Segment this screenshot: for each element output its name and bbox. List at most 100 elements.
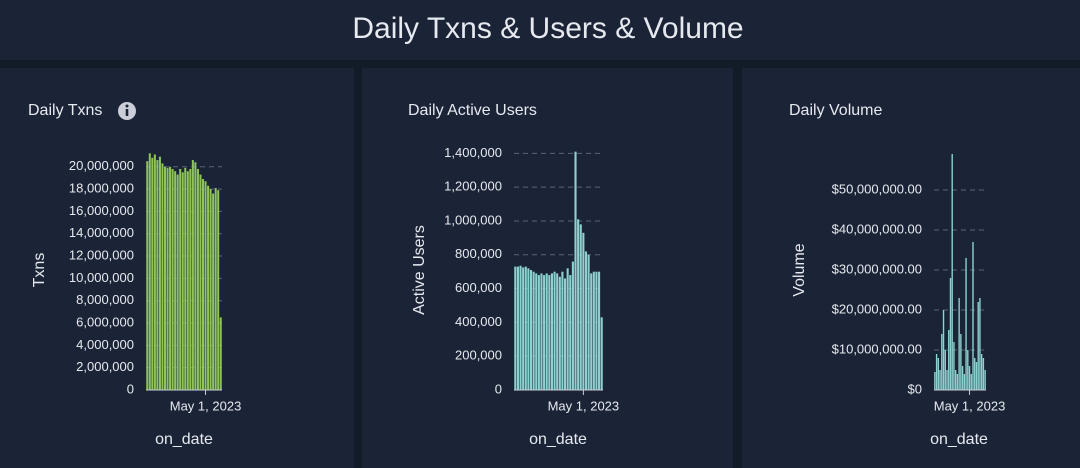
bar — [561, 271, 564, 390]
bar — [212, 193, 215, 390]
x-tick-label: May 1, 2023 — [934, 398, 1006, 413]
bar — [956, 374, 959, 390]
panel — [742, 68, 1080, 468]
bar — [545, 273, 548, 390]
y-tick-label: $30,000,000.00 — [832, 261, 922, 276]
y-tick-label: 4,000,000 — [76, 337, 134, 352]
bar — [939, 370, 941, 390]
bar — [219, 317, 222, 390]
bar — [163, 166, 167, 390]
bar — [975, 362, 978, 390]
bar — [529, 270, 533, 390]
panel-title: Daily Txns — [28, 102, 102, 119]
bar — [953, 342, 955, 390]
bar — [974, 358, 976, 390]
bar — [961, 366, 964, 390]
y-tick-label: 400,000 — [455, 314, 502, 329]
bar — [954, 370, 957, 390]
header-bar — [0, 0, 1080, 60]
bar — [566, 268, 569, 390]
bar — [217, 190, 220, 390]
bar — [209, 189, 212, 390]
bar — [590, 273, 593, 390]
y-tick-label: 600,000 — [455, 280, 502, 295]
bar — [948, 330, 950, 390]
bar — [194, 162, 197, 390]
x-axis-title: on_date — [930, 431, 988, 448]
y-tick-label: 18,000,000 — [69, 181, 134, 196]
bar — [514, 266, 517, 390]
x-axis-title: on_date — [155, 431, 213, 448]
bar — [171, 168, 174, 390]
bar — [968, 366, 971, 390]
y-tick-label: $10,000,000.00 — [832, 341, 922, 356]
y-tick-label: 1,200,000 — [444, 179, 502, 194]
bar — [958, 298, 960, 390]
bar — [201, 179, 205, 390]
y-tick-label: 200,000 — [455, 348, 502, 363]
bar — [977, 302, 979, 390]
info-icon[interactable] — [118, 102, 136, 120]
bar — [156, 160, 159, 390]
bar — [587, 254, 590, 390]
bar — [574, 151, 577, 390]
y-tick-label: 1,000,000 — [444, 212, 502, 227]
panel — [362, 68, 733, 468]
bar — [963, 374, 966, 390]
y-tick-label: 12,000,000 — [69, 247, 134, 262]
bar — [949, 278, 952, 390]
bar — [146, 161, 149, 390]
y-tick-label: 2,000,000 — [76, 359, 134, 374]
bar — [166, 167, 169, 390]
bar — [204, 181, 207, 390]
bar — [553, 271, 556, 390]
bar — [556, 273, 559, 390]
bar — [516, 266, 519, 390]
bar — [169, 166, 172, 390]
bar — [571, 261, 574, 390]
bar — [158, 156, 161, 390]
bar — [191, 160, 194, 390]
bar — [199, 174, 202, 390]
y-axis-title: Volume — [791, 243, 808, 296]
y-tick-label: 6,000,000 — [76, 314, 134, 329]
bar — [153, 154, 156, 390]
bar — [537, 275, 540, 390]
bar — [970, 374, 972, 390]
bar — [550, 273, 554, 390]
bar — [600, 317, 603, 390]
bar — [598, 271, 601, 390]
bar — [951, 154, 953, 390]
bar — [946, 370, 948, 390]
bar — [965, 258, 967, 390]
bar — [184, 167, 187, 390]
bar — [176, 174, 179, 390]
y-tick-label: 0 — [495, 381, 502, 396]
bar — [186, 171, 189, 390]
bar — [960, 334, 962, 390]
bar — [535, 273, 538, 390]
y-tick-label: 10,000,000 — [69, 270, 134, 285]
bar — [967, 350, 969, 390]
bar — [181, 172, 184, 390]
bar — [214, 187, 217, 390]
bar — [532, 271, 535, 390]
bar — [592, 271, 595, 390]
x-axis-title: on_date — [529, 431, 587, 448]
bar — [972, 242, 974, 390]
y-tick-label: 16,000,000 — [69, 203, 134, 218]
bar — [579, 224, 582, 390]
bar — [941, 334, 943, 390]
bar — [934, 372, 936, 390]
bar — [179, 168, 182, 390]
y-tick-label: 800,000 — [455, 246, 502, 261]
y-tick-label: $40,000,000.00 — [832, 221, 922, 236]
bar — [944, 350, 946, 390]
y-axis-title: Active Users — [411, 225, 428, 315]
bar — [942, 310, 945, 390]
x-tick-label: May 1, 2023 — [548, 398, 620, 413]
panel-title: Daily Active Users — [408, 102, 537, 119]
bar — [935, 354, 938, 390]
bar — [519, 265, 522, 390]
